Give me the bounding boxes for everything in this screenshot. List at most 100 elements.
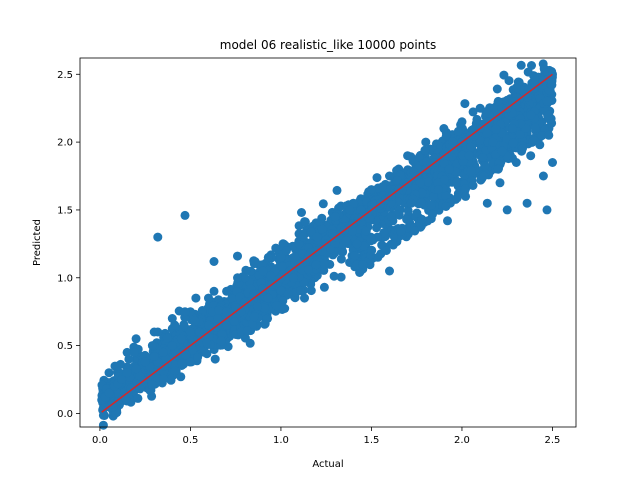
data-point [252, 301, 262, 311]
data-point [153, 232, 163, 242]
data-point [388, 240, 398, 250]
data-point [492, 84, 502, 94]
data-point [544, 130, 554, 140]
data-point [202, 349, 212, 359]
data-point [250, 257, 260, 267]
data-point [526, 110, 536, 120]
data-point [452, 178, 461, 188]
data-point [289, 273, 299, 283]
data-point [317, 224, 327, 234]
y-tick-label: 1.5 [57, 205, 73, 216]
data-point [300, 293, 309, 303]
data-point [185, 357, 195, 367]
data-point [515, 130, 525, 139]
data-point [372, 173, 382, 183]
data-point [529, 72, 539, 82]
data-point [180, 307, 190, 317]
data-point [242, 326, 252, 336]
data-point [258, 266, 268, 276]
data-point [480, 161, 490, 171]
data-point [240, 297, 250, 307]
data-point [336, 272, 346, 282]
data-point [104, 368, 114, 378]
data-point [249, 312, 259, 322]
data-point [271, 301, 281, 311]
data-point [336, 254, 346, 264]
data-point [222, 320, 232, 330]
data-point [518, 144, 527, 153]
data-point [392, 175, 402, 185]
data-point [448, 137, 458, 146]
data-point [423, 177, 433, 187]
data-point [410, 226, 420, 236]
data-point [131, 334, 141, 344]
data-point [379, 228, 389, 238]
data-point [311, 260, 321, 270]
data-point [281, 246, 291, 256]
data-point [491, 124, 501, 134]
data-point [544, 110, 554, 120]
data-point [416, 198, 426, 208]
data-point [153, 327, 163, 337]
data-point [210, 354, 220, 364]
data-point [159, 374, 169, 384]
data-point [441, 131, 451, 141]
data-point [523, 67, 533, 77]
data-point [468, 181, 478, 190]
data-point [330, 238, 340, 248]
data-point [522, 198, 532, 208]
data-point [263, 252, 273, 262]
y-tick-label: 2.0 [57, 138, 73, 149]
data-point [258, 284, 268, 294]
data-point [439, 124, 449, 133]
data-point [260, 303, 270, 313]
data-point [548, 158, 557, 167]
fit-line-layer [101, 73, 553, 413]
data-point [502, 205, 512, 215]
data-point [441, 191, 451, 201]
data-point [356, 205, 366, 215]
data-point [428, 209, 437, 219]
x-axis-label: Actual [312, 459, 343, 470]
data-point [122, 368, 132, 378]
chart-title: model 06 realistic_like 10000 points [220, 38, 436, 52]
data-point [499, 70, 509, 80]
data-point [443, 216, 452, 226]
data-point [213, 314, 223, 323]
data-point [131, 364, 141, 374]
data-point [98, 410, 108, 420]
data-point [352, 239, 362, 249]
y-tick-label: 2.5 [57, 70, 73, 81]
data-point [461, 191, 471, 201]
data-point [227, 294, 237, 304]
data-point [530, 123, 540, 133]
data-point [478, 153, 488, 162]
data-point [117, 375, 127, 384]
data-point [126, 383, 136, 393]
data-point [403, 151, 413, 161]
data-point [493, 164, 503, 174]
data-point [537, 131, 547, 141]
data-point [341, 236, 351, 246]
data-point [488, 137, 498, 147]
data-point [276, 252, 286, 262]
data-point [140, 357, 150, 367]
data-point [452, 193, 462, 203]
data-point [135, 384, 145, 394]
data-point [263, 293, 273, 303]
data-point [444, 164, 454, 174]
data-point [122, 347, 132, 357]
data-point [176, 334, 186, 344]
data-point [167, 314, 177, 323]
data-point [420, 145, 430, 155]
data-point [283, 289, 293, 299]
data-point [482, 198, 492, 208]
data-point [497, 146, 507, 156]
data-point [290, 252, 300, 262]
data-point [373, 252, 383, 262]
data-point [385, 266, 394, 276]
data-point [501, 134, 511, 144]
data-point [386, 212, 396, 222]
x-axis-ticks: 0.0 0.5 1.0 1.5 2.0 2.5 [92, 427, 560, 446]
y-tick-label: 0.0 [57, 409, 73, 420]
